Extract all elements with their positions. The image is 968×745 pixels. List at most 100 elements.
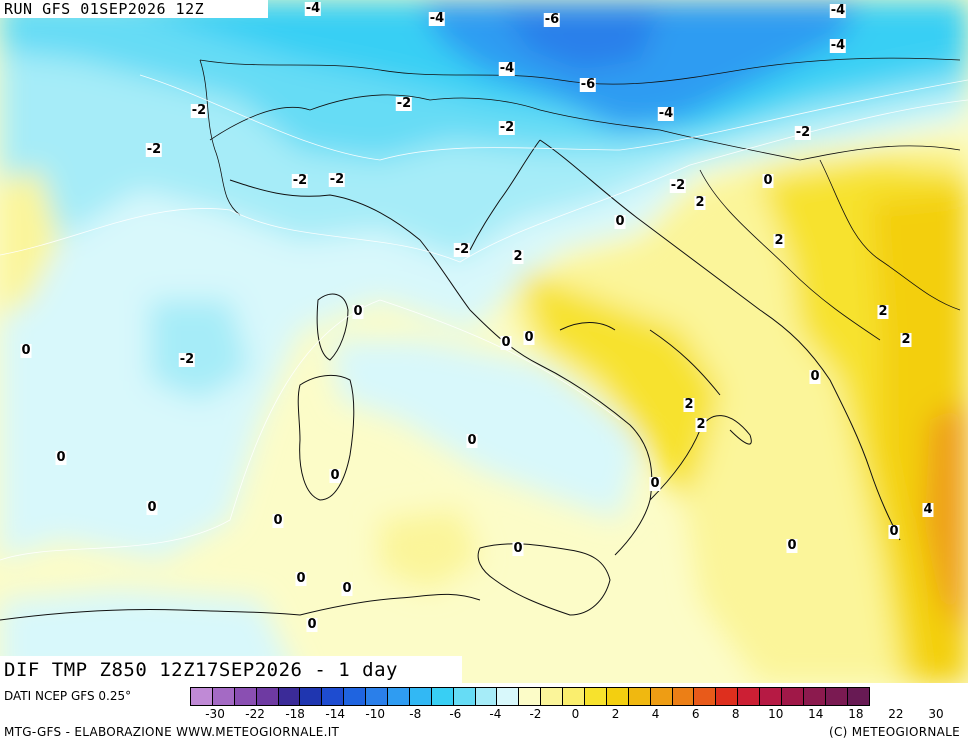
contour-label: -2 [794, 125, 812, 140]
contour-label: 0 [523, 330, 535, 345]
contour-label: -4 [829, 38, 847, 53]
contour-label: 0 [649, 476, 661, 491]
contour-label: 0 [466, 433, 478, 448]
field-title: DIF TMP Z850 12Z17SEP2026 - 1 day [0, 656, 462, 683]
legend-swatch [627, 688, 650, 705]
legend-swatch [496, 688, 519, 705]
coastline-sardinia [297, 374, 355, 501]
legend-tick-label: 2 [611, 707, 620, 721]
contour-line-a [0, 99, 968, 263]
footer-credit: MTG-GFS - ELABORAZIONE WWW.METEOGIORNALE… [4, 725, 340, 739]
map-canvas [0, 0, 968, 683]
legend-tick-label: 14 [808, 707, 824, 721]
contour-label: -6 [579, 77, 597, 92]
data-source: DATI NCEP GFS 0.25° [4, 689, 132, 703]
contour-label: -2 [145, 142, 163, 157]
legend-swatch [233, 688, 256, 705]
legend-tick-label: -4 [489, 707, 502, 721]
border-balkans-inner [699, 159, 961, 341]
contour-label: 4 [922, 502, 934, 517]
legend-ticks: -30 -22 -18 -14 -10 -8 -6 -4 -2 0 2 4 6 8 10 14 18 22 30 [190, 707, 966, 721]
anomaly-zone-plus8-greece [925, 400, 968, 640]
contour-label: -4 [829, 3, 847, 18]
legend-tick-label: 0 [571, 707, 580, 721]
contour-label: 2 [683, 397, 695, 412]
contour-label: 0 [306, 617, 318, 632]
legend-swatch [846, 688, 869, 705]
legend-swatch [824, 688, 847, 705]
contour-label: 0 [809, 369, 821, 384]
coastlines [0, 57, 961, 621]
contour-label: 0 [272, 513, 284, 528]
legend-swatch [649, 688, 672, 705]
contour-label: 0 [20, 343, 32, 358]
legend-swatch [715, 688, 738, 705]
contour-label: -4 [498, 61, 516, 76]
legend-tick-label: 4 [651, 707, 660, 721]
temperature-anomaly-map: -4 -4 -6 -4 -4 -4 -6 -2 -2 -4 -2 -2 -2 -2 -2 -2 0 2 0 2 -2 2 0… [0, 0, 968, 683]
legend-tick-label: -30 [205, 707, 225, 721]
legend-swatch [693, 688, 716, 705]
anomaly-zone-plus2-sardinia-west [380, 510, 480, 590]
border-north [199, 57, 961, 85]
contour-label: -2 [291, 173, 309, 188]
contour-label: 2 [694, 195, 706, 210]
legend-swatch [277, 688, 300, 705]
coastline-north-africa [0, 593, 481, 621]
contour-label: 0 [888, 524, 900, 539]
contour-label: 0 [512, 541, 524, 556]
legend-tick-label: 18 [848, 707, 864, 721]
legend-swatch [408, 688, 431, 705]
contour-label: -2 [178, 352, 196, 367]
contour-label: 0 [614, 214, 626, 229]
contour-label: -2 [328, 172, 346, 187]
legend-swatch [452, 688, 475, 705]
contour-label: 2 [695, 417, 707, 432]
legend-swatch [255, 688, 278, 705]
legend-tick-label: 10 [768, 707, 784, 721]
legend-tick-label: -6 [449, 707, 462, 721]
legend-tick-label: 22 [888, 707, 904, 721]
legend-tick-label: -14 [325, 707, 345, 721]
coastline-sicily [477, 543, 611, 616]
contour-label: -4 [657, 106, 675, 121]
legend-swatch [759, 688, 782, 705]
contour-label: 0 [500, 335, 512, 350]
legend-tick-label: 30 [928, 707, 944, 721]
legend-tick-label: -8 [409, 707, 422, 721]
contour-line-b [139, 74, 968, 161]
legend-swatch [540, 688, 563, 705]
legend-swatch [562, 688, 585, 705]
anomaly-zone-minus2-b [330, 340, 640, 520]
legend-swatch [343, 688, 366, 705]
legend-swatch [802, 688, 825, 705]
legend-swatch [605, 688, 628, 705]
contour-label: -4 [304, 1, 322, 16]
contour-label: -2 [395, 96, 413, 111]
coastline-balkans [539, 139, 901, 541]
anomaly-zone-plus2-west [0, 170, 60, 320]
contour-label: 0 [762, 173, 774, 188]
legend-swatch [781, 688, 803, 705]
legend-tick-label: -2 [529, 707, 542, 721]
legend-tick-label: -22 [245, 707, 265, 721]
contour-label: 0 [329, 468, 341, 483]
anomaly-zone-minus4-b [150, 300, 250, 400]
contour-label: -2 [498, 120, 516, 135]
contour-label: 2 [512, 249, 524, 264]
contour-label: 2 [773, 233, 785, 248]
legend-swatch [321, 688, 344, 705]
contour-label: 0 [341, 581, 353, 596]
coastline-corsica [316, 293, 349, 361]
anomaly-zone-plus4-south-italy [520, 270, 720, 500]
legend-swatch [430, 688, 453, 705]
run-title: RUN GFS 01SEP2026 12Z [0, 0, 268, 18]
contour-label: -2 [190, 103, 208, 118]
legend-swatch [365, 688, 388, 705]
border-france [199, 59, 241, 216]
legend-swatch [211, 688, 234, 705]
coastline-italy [229, 139, 752, 556]
contour-label: 2 [877, 304, 889, 319]
legend-swatch [387, 688, 409, 705]
legend-swatch [299, 688, 322, 705]
